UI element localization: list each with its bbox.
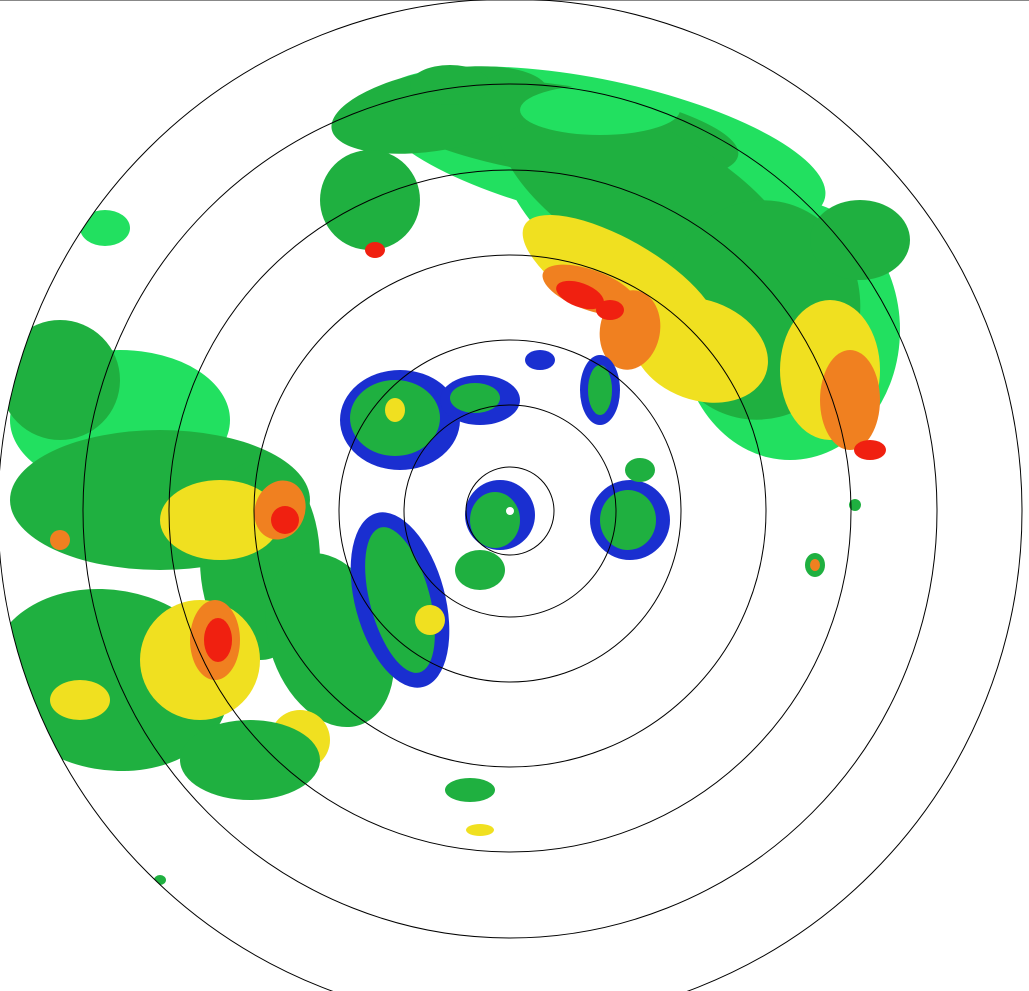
radar-site-marker [506,507,514,515]
echo-yellow [466,824,494,836]
top-border [0,0,1029,1]
range-ring-4 [253,254,767,768]
range-ring-1 [465,466,555,556]
echo-red [556,280,604,310]
echo-green [180,720,320,800]
echo-orange [820,350,880,450]
echo-green [810,200,910,280]
echo-red [596,300,624,320]
echo-green [331,66,549,154]
echo-light-green [520,85,680,135]
range-ring-6 [82,83,938,939]
echo-yellow [415,605,445,635]
echo-red [365,242,385,258]
echo-weak-blue [525,350,555,370]
echo-green [849,499,861,511]
echo-orange [810,559,820,571]
echo-green [470,492,520,548]
echo-green [588,365,612,415]
echo-orange [50,530,70,550]
echo-light-green [80,210,130,246]
range-ring-3 [338,339,682,683]
range-ring-2 [403,404,617,618]
echo-yellow [632,297,768,403]
echo-yellow [50,680,110,720]
echo-green [154,875,166,885]
echo-yellow [385,398,405,422]
echo-green [600,490,656,550]
echo-red [271,506,299,534]
echo-green [625,458,655,482]
echo-green [450,383,500,413]
echo-red [854,440,886,460]
echo-green [0,320,120,440]
echo-red [204,618,232,662]
echo-green [410,65,490,105]
echo-green [445,778,495,802]
echo-yellow [160,480,280,560]
echo-green [455,550,505,590]
range-ring-5 [168,169,852,853]
